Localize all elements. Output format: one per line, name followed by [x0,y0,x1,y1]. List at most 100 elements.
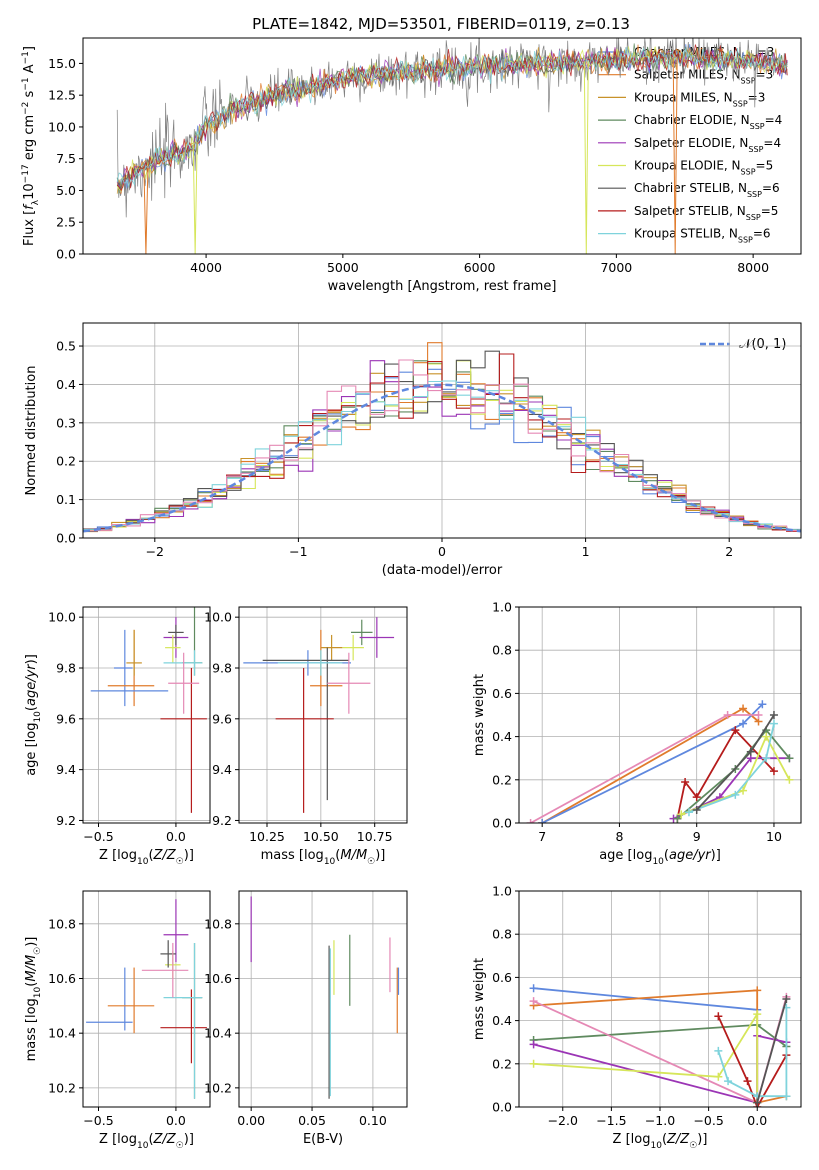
axes-frame [518,606,802,824]
label-part: age [log [24,723,39,776]
x-tick-label: 7 [538,829,546,844]
marker-salpeter_elodie [529,1040,538,1049]
x-tick-label: 10.25 [249,829,285,844]
y-tick-label: 9.2 [56,813,76,828]
y-tick-label: 0.4 [56,377,76,392]
x-axis-label: Z [log10(Z/Z☉)] [99,848,194,867]
panel-age_vs_mass: 10.25 10.50 10.75 9.2 9.4 9.6 9.8 10.0 mass [log… [204,606,408,867]
marker-salpeter_stelib [743,1077,752,1086]
y-tick-label: 10.4 [48,1026,76,1041]
label-part: ( [148,848,153,863]
x-tick-label: 4000 [190,260,222,275]
marker-pink [723,711,732,719]
spectrum-model-chabrier_elodie [116,43,788,194]
axes-frame [518,890,802,1108]
histogram-series-salpeter_stelib [83,353,801,532]
marker-salpeter_stelib [731,726,740,735]
marker-kroupa_elodie [529,1059,538,1068]
x-axis-label: Z [log10(Z/Z☉)] [99,1132,194,1151]
y-tick-label: 10.0 [48,119,76,134]
legend-suffix: =6 [762,181,780,195]
legend-suffix: =3 [756,68,774,82]
label-part: λ [31,199,41,205]
histogram-legend-label: 𝒩(0, 1) [739,337,786,352]
series-chabrier_elodie [676,728,791,820]
x-tick-label: 0 [438,544,446,559]
label-part: 10 [137,857,149,867]
axes-frame [82,322,802,539]
legend-text: Kroupa MILES, N [634,90,733,104]
y-tick-label: 0.0 [492,1100,512,1115]
y-tick-label: 10.6 [48,971,76,986]
y-tick-label: 10.8 [48,916,76,931]
marker-pink [529,997,538,1006]
label-part: M/M [340,848,367,863]
label-part: 10 [22,183,37,200]
x-tick-label: 0.05 [298,1113,326,1128]
legend-label: Kroupa MILES, NSSP=3 [634,90,765,108]
label-part: Flux [ [22,210,37,246]
x-tick-label: 8 [615,829,623,844]
y-axis-label: mass weight [472,958,487,1040]
label-part: mass weight [472,958,487,1040]
label-part: Z/Z [666,1132,690,1147]
x-axis-label: E(B-V) [303,1132,343,1147]
marker-kroupa_stelib [769,719,778,728]
y-tick-label: 5.0 [56,183,76,198]
y-tick-label: 7.5 [56,151,76,166]
label-part: )] [697,1132,707,1147]
series-pink [530,714,759,823]
marker-kroupa_stelib [782,1092,791,1101]
x-axis-label: wavelength [Angstrom, rest frame] [328,279,557,294]
label-part: f [22,203,37,210]
x-tick-label: −2 [146,544,164,559]
legend-suffix: =5 [761,204,779,218]
y-tick-label: 2.5 [56,215,76,230]
label-part: ☉ [689,1141,697,1151]
y-tick-label: 0.0 [56,531,76,546]
legend-label: Chabrier ELODIE, NSSP=4 [634,113,782,131]
label-part: age [log [599,848,652,863]
series-chabrier_miles [533,987,758,1011]
legend-suffix: =4 [765,113,783,127]
label-part: ( [24,706,39,711]
y-tick-label: 1.0 [492,884,512,899]
label-part: 10 [652,857,664,867]
legend-suffix: =5 [756,159,774,173]
x-tick-label: 6000 [464,260,496,275]
label-part: )] [24,937,39,947]
panel-spectrum: 4000 5000 6000 7000 8000 0.0 2.5 5.0 7.5 10.0 12.5… [21,37,802,294]
legend-text: Kroupa STELIB, N [634,227,738,241]
x-axis-label: mass [log10(M/M☉)] [261,848,386,867]
panel-residual_histogram: −2 −1 0 1 2 0.0 0.1 0.2 0.3 0.4 0.5 (data-model)/er… [24,322,802,578]
label-part: (data-model)/error [382,563,503,578]
series-kroupa_elodie [533,1010,759,1103]
y-tick-label: 0.8 [492,927,512,942]
label-part: ☉ [176,1141,184,1151]
y-tick-label: 10.8 [204,916,232,931]
legend-sub: SSP [746,212,761,221]
y-tick-label: 0.2 [56,454,76,469]
x-tick-label: −2.0 [548,1113,578,1128]
x-tick-label: −1.0 [645,1113,675,1128]
x-tick-label: 10.75 [357,829,393,844]
label-part: ( [662,1132,667,1147]
label-part: ☉ [367,857,375,867]
legend-label: Salpeter STELIB, NSSP=5 [634,204,778,222]
plot-area [529,984,791,1107]
label-part: mass weight [472,674,487,756]
panel-age_vs_Z: −0.5 0.09.29.49.69.810.0Z [log10(Z/Z☉)]ag… [24,606,211,867]
label-part: Z [log [613,1132,651,1147]
label-part: Z [log [99,848,137,863]
marker-chabrier_miles [739,719,748,728]
plot-area [116,38,788,254]
legend-text: Chabrier STELIB, N [634,181,747,195]
marker-kroupa_elodie [785,775,794,784]
x-axis-label: age [log10(age/yr)] [599,848,721,867]
x-tick-label: 2 [725,544,733,559]
y-tick-label: 9.8 [212,660,232,675]
axes-frame [82,37,802,255]
y-tick-label: 0.0 [492,816,512,831]
